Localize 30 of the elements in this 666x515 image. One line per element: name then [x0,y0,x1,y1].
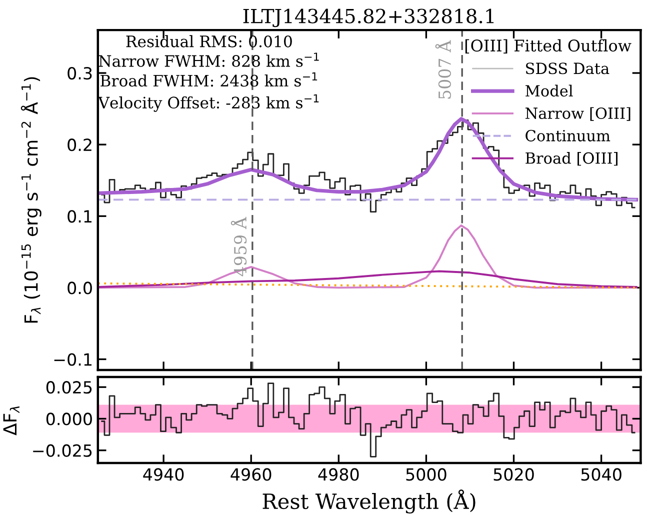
x-tick-label: 5040 [581,468,622,481]
annotation: Velocity Offset: -283 km s$^{−1}$ [98,94,319,112]
x-tick-label: 4960 [230,468,272,481]
legend-label: Broad [OIII] [526,152,618,166]
annotation: Narrow FWHM: 828 km s$^{−1}$ [98,52,319,67]
chart-title: ILTJ143445.82+332818.1 [243,8,494,28]
x-axis-title: Rest Wavelength (Å) [262,490,476,514]
legend-label: Continuum [526,130,610,142]
y-tick-label: −0.025 [33,444,92,457]
text: F$_{λ}$ (10$^{−15}$ erg s$^{−1}$ cm$^{−2}$ Å$^{−1}$) [20,77,42,323]
y-tick-label: 0.3 [68,66,92,80]
legend-label: Narrow [OIII] [526,107,630,121]
ref-line-label: 4959 Å [230,216,247,276]
legend-title: [OIII] Fitted Outflow [465,39,632,54]
x-tick-label: 5000 [406,468,446,481]
annotation: Residual RMS: 0.010 [126,35,292,48]
x-tick-label: 4940 [143,468,184,481]
x-tick-label: 4980 [318,468,359,481]
y-tick-label: 0.1 [68,210,92,223]
y-tick-label: 0.2 [68,138,92,152]
legend-label: SDSS Data [526,62,610,74]
x-tick-label: 5020 [494,468,534,481]
y-tick-label: 0.000 [46,412,92,426]
y-axis-title: ΔF$_{λ}$ [3,406,20,436]
legend-label: Model [526,84,573,97]
ref-line-label: 5007 Å [435,40,451,99]
y-tick-label: 0.0 [68,282,92,294]
y-tick-label: 0.025 [46,381,92,394]
annotation: Broad FWHM: 2438 km s$^{−1}$ [100,72,318,87]
y-tick-label: −0.1 [54,353,92,366]
